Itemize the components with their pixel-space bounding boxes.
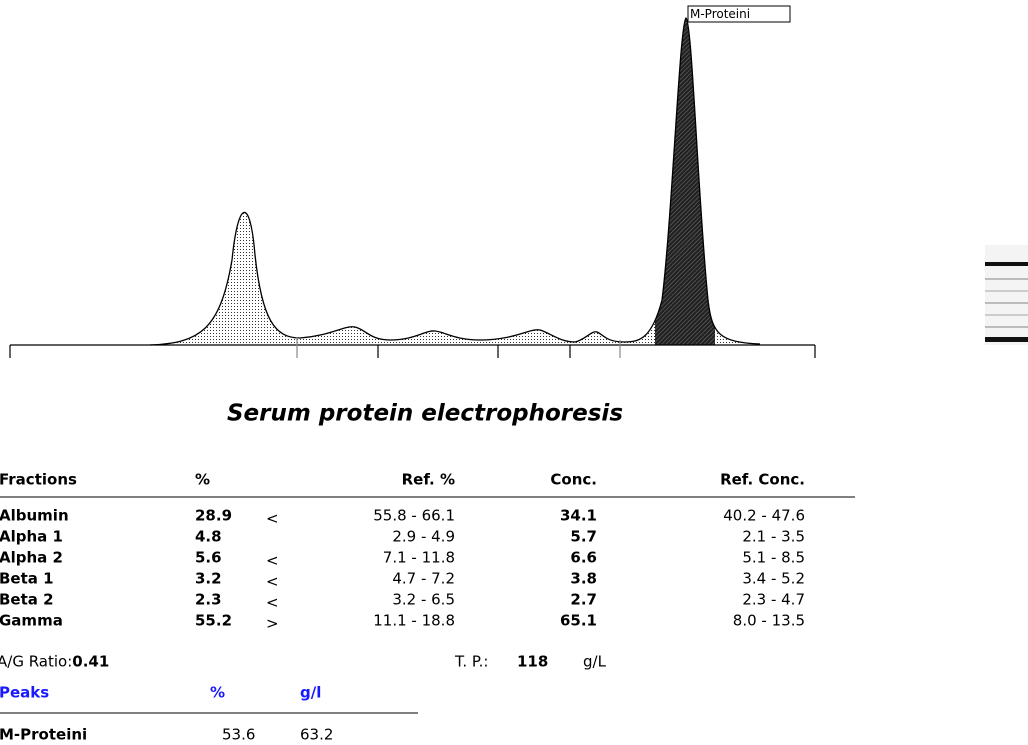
tp-label: T. P.: <box>454 653 488 671</box>
conc: 6.6 <box>570 549 597 567</box>
table-header: % <box>195 471 210 489</box>
title: Serum protein electrophoresis <box>227 401 623 427</box>
ag-ratio-label: A/G Ratio: <box>0 653 72 671</box>
flag: > <box>266 615 279 633</box>
fraction-percent: 55.2 <box>195 612 232 630</box>
ref-conc: 2.3 - 4.7 <box>742 591 805 609</box>
fraction-name: Gamma <box>0 612 63 630</box>
fraction-name: Beta 1 <box>0 570 54 588</box>
peaks-header: g/l <box>300 684 321 702</box>
fraction-name: Albumin <box>0 507 69 525</box>
conc: 3.8 <box>570 570 597 588</box>
peaks-header: % <box>210 684 225 702</box>
fraction-percent: 28.9 <box>195 507 232 525</box>
gel-strip <box>985 245 1028 345</box>
conc: 2.7 <box>570 591 597 609</box>
conc: 34.1 <box>560 507 597 525</box>
ref-conc: 5.1 - 8.5 <box>742 549 805 567</box>
tp-unit: g/L <box>583 653 607 671</box>
ref-conc: 40.2 - 47.6 <box>723 507 805 525</box>
peaks-header: Peaks <box>0 684 49 702</box>
ref-conc: 3.4 - 5.2 <box>742 570 805 588</box>
ref-conc: 2.1 - 3.5 <box>742 528 805 546</box>
table-header: Conc. <box>550 471 597 489</box>
peak-gl: 63.2 <box>300 726 333 744</box>
ref-percent: 55.8 - 66.1 <box>373 507 455 525</box>
fraction-percent: 4.8 <box>195 528 222 546</box>
flag: < <box>266 510 279 528</box>
fraction-percent: 5.6 <box>195 549 222 567</box>
table-header: Ref. % <box>402 471 455 489</box>
fraction-name: Alpha 2 <box>0 549 63 567</box>
ag-ratio-value: 0.41 <box>72 653 109 671</box>
fraction-percent: 2.3 <box>195 591 222 609</box>
tp-value: 118 <box>517 653 548 671</box>
peak-percent: 53.6 <box>222 726 255 744</box>
flag: < <box>266 552 279 570</box>
ref-percent: 2.9 - 4.9 <box>392 528 455 546</box>
flag: < <box>266 594 279 612</box>
flag: < <box>266 573 279 591</box>
ref-conc: 8.0 - 13.5 <box>733 612 805 630</box>
conc: 5.7 <box>570 528 597 546</box>
page: {"peak_label": "M-Proteini", "title": "S… <box>0 0 1028 745</box>
table-header: Fractions <box>0 471 77 489</box>
ref-percent: 7.1 - 11.8 <box>383 549 455 567</box>
ref-percent: 3.2 - 6.5 <box>392 591 455 609</box>
peak-name: M-Proteini <box>0 726 87 744</box>
table-header: Ref. Conc. <box>720 471 805 489</box>
fraction-name: Beta 2 <box>0 591 54 609</box>
report: M-Proteini Serum protein electrophoresis… <box>0 0 1028 745</box>
tables: Fractions% Ref. % Conc. Ref. Conc. Albumin 28… <box>0 471 805 744</box>
ref-percent: 11.1 - 18.8 <box>373 612 455 630</box>
ref-percent: 4.7 - 7.2 <box>392 570 455 588</box>
fraction-percent: 3.2 <box>195 570 222 588</box>
fraction-name: Alpha 1 <box>0 528 63 546</box>
peak-label: M-Proteini <box>690 7 750 21</box>
conc: 65.1 <box>560 612 597 630</box>
electropherogram: M-Proteini <box>10 6 815 358</box>
